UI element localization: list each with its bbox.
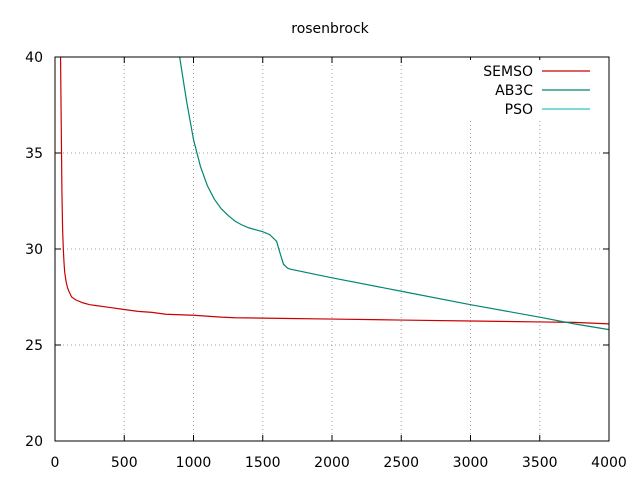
x-tick-label: 3000 [453, 455, 489, 471]
x-tick-label: 0 [51, 455, 60, 471]
y-tick-label: 25 [25, 338, 43, 354]
x-tick-labels: 0 500 1000 1500 2000 2500 3000 3500 4000 [51, 455, 627, 471]
x-tick-label: 1000 [176, 455, 212, 471]
y-tick-labels: 20 25 30 35 40 [25, 50, 43, 450]
y-tick-label: 20 [25, 434, 43, 450]
x-tick-label: 2000 [314, 455, 350, 471]
y-tick-label: 30 [25, 242, 43, 258]
x-tick-label: 1500 [245, 455, 281, 471]
x-tick-label: 4000 [591, 455, 627, 471]
x-tick-label: 3500 [522, 455, 558, 471]
y-tick-label: 35 [25, 146, 43, 162]
legend-label-ab3c: AB3C [495, 83, 533, 99]
y-tick-label: 40 [25, 50, 43, 66]
grid-lines [55, 57, 609, 441]
axis-ticks [54, 56, 610, 442]
series-line-ab3c [179, 56, 610, 331]
series-line-semso [59, 56, 610, 325]
series-group [59, 56, 610, 331]
legend-label-pso: PSO [505, 102, 533, 118]
x-tick-label: 2500 [383, 455, 419, 471]
legend-label-semso: SEMSO [483, 64, 533, 80]
x-tick-label: 500 [111, 455, 138, 471]
chart-title: rosenbrock [291, 21, 369, 37]
legend: SEMSO AB3C PSO [465, 60, 607, 120]
